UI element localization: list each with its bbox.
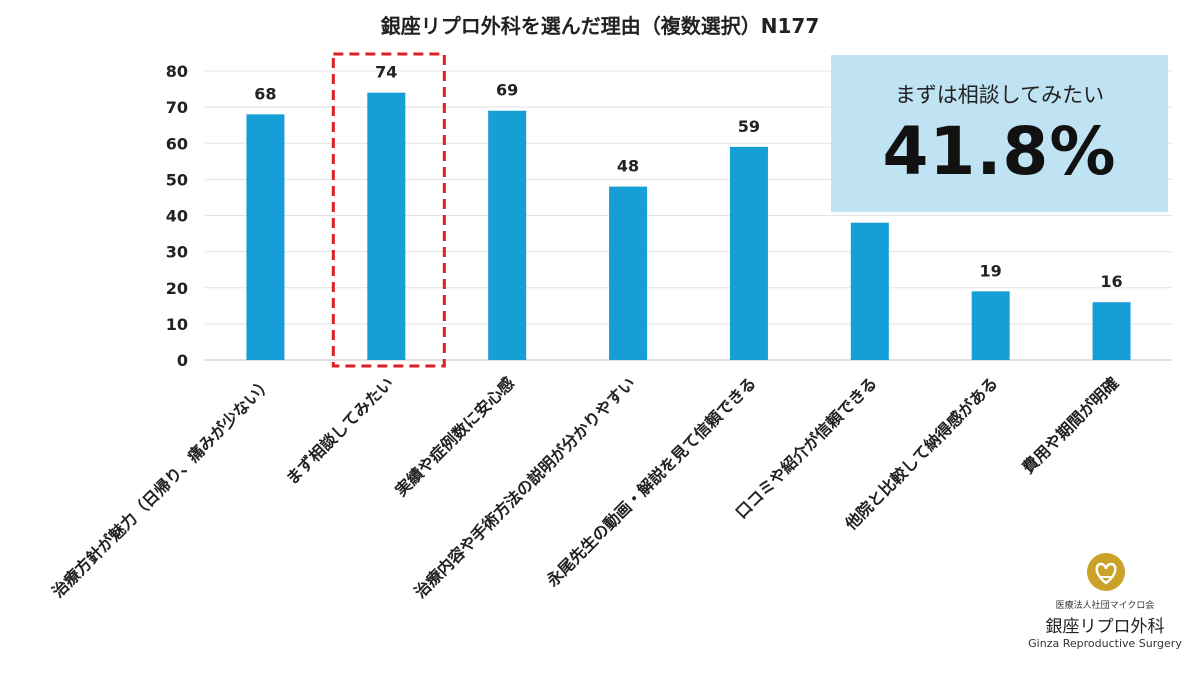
highlight-callout: まずは相談してみたい 41.8%: [831, 55, 1168, 212]
category-label: 実績や症例数に安心感: [391, 373, 518, 500]
bar: [971, 291, 1010, 360]
data-label: 68: [254, 84, 276, 103]
category-label: 永尾先生の動画・解説を見て信頼できる: [542, 373, 760, 591]
bar: [729, 146, 768, 360]
y-tick-label: 70: [166, 98, 188, 117]
bar: [488, 110, 527, 360]
logo-mark-icon: [1087, 553, 1125, 591]
category-label: 費用や期間が明確: [1018, 373, 1122, 477]
category-label: 口コミや紹介が信頼できる: [732, 373, 881, 522]
callout-value: 41.8%: [882, 113, 1117, 190]
bar: [246, 114, 285, 360]
data-label: 16: [1100, 272, 1122, 291]
y-tick-label: 30: [166, 243, 188, 262]
y-tick-label: 0: [177, 351, 188, 370]
callout-label: まずは相談してみたい: [894, 83, 1105, 107]
highlight-box: [331, 52, 446, 368]
y-tick-label: 50: [166, 170, 188, 189]
chart-title: 銀座リプロ外科を選んだ理由（複数選択）N177: [380, 14, 820, 38]
y-tick-label: 60: [166, 134, 188, 153]
y-tick-label: 10: [166, 315, 188, 334]
data-label: 69: [496, 81, 518, 100]
y-tick-label: 80: [166, 62, 188, 81]
category-label: 治療方針が魅力（日帰り、痛みが少ない）: [48, 373, 276, 601]
logo-org: 医療法人社団マイクロ会: [1055, 601, 1155, 611]
bar: [367, 92, 406, 361]
y-tick-label: 20: [166, 279, 188, 298]
logo-english: Ginza Reproductive Surgery: [1028, 637, 1182, 650]
logo-name: 銀座リプロ外科: [1045, 617, 1165, 637]
category-label: 治療内容や手術方法の説明が分かりやすい: [410, 373, 638, 601]
category-label: まず相談してみたい: [282, 373, 397, 488]
data-label: 19: [980, 261, 1002, 280]
y-tick-label: 40: [166, 207, 188, 226]
data-label: 59: [738, 117, 760, 136]
data-label: 74: [375, 63, 397, 82]
bar: [850, 222, 889, 360]
clinic-logo: 医療法人社団マイクロ会 銀座リプロ外科 Ginza Reproductive S…: [1020, 552, 1190, 662]
bar: [1092, 302, 1131, 360]
data-label: 48: [617, 157, 639, 176]
bar: [609, 186, 648, 360]
